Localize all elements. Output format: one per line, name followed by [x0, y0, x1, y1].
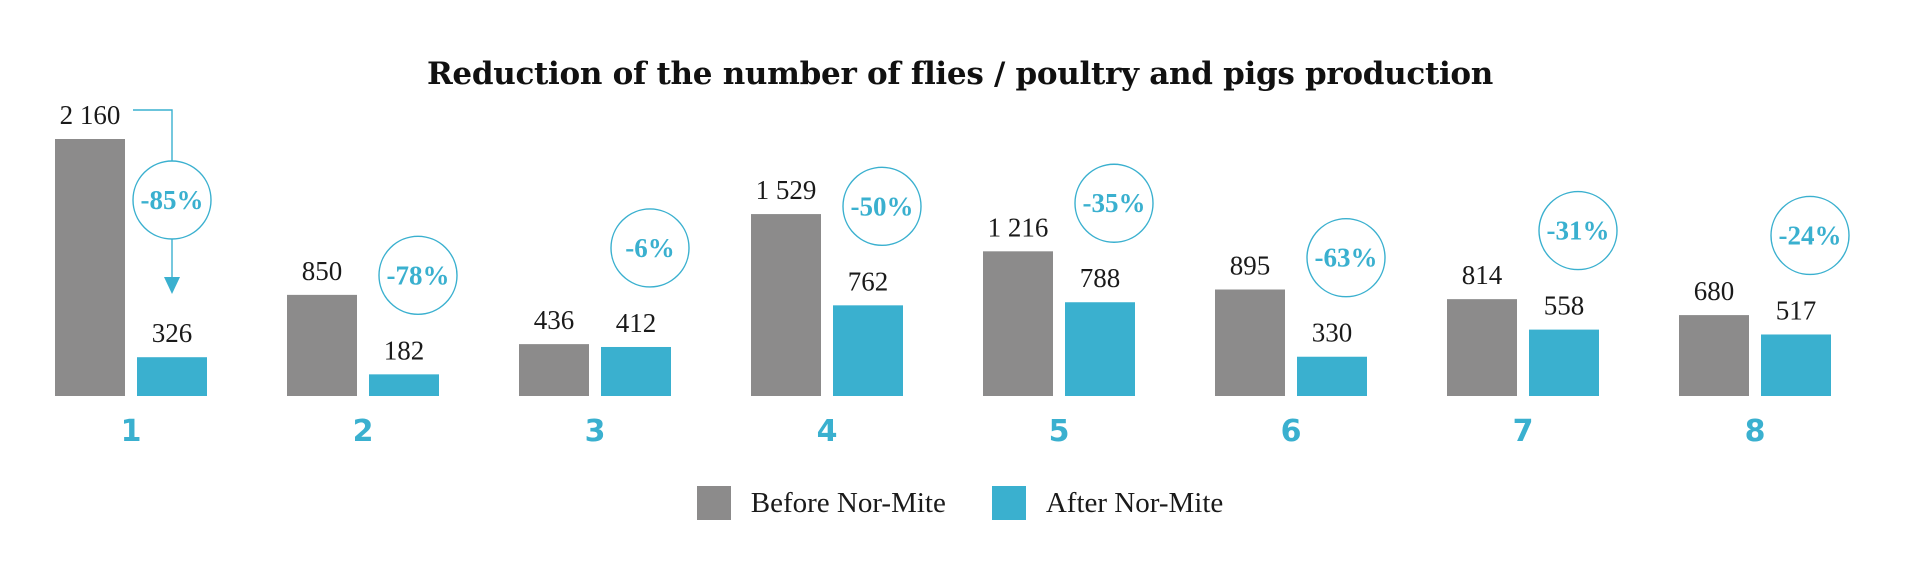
legend-label-before: Before Nor-Mite — [750, 486, 946, 519]
reduction-circle-4 — [842, 166, 922, 247]
arrow-head — [164, 277, 180, 294]
legend-swatch-after — [991, 486, 1026, 520]
data-label-before-4: 1 529 — [756, 175, 817, 205]
reduction-circle-5 — [1074, 163, 1154, 243]
bar-after-6 — [1297, 356, 1367, 396]
bar-before-8 — [1679, 315, 1749, 396]
legend-label-after: After Nor-Mite — [1045, 486, 1224, 519]
bar-after-5 — [1065, 302, 1135, 396]
bar-before-7 — [1447, 299, 1517, 396]
connector-line — [133, 109, 173, 161]
reduction-circle-6 — [1306, 218, 1386, 298]
bar-before-1 — [55, 139, 125, 396]
data-label-after-4: 762 — [848, 266, 889, 296]
category-label-3: 3 — [585, 414, 606, 449]
reduction-circle-2 — [378, 235, 458, 316]
data-label-before-6: 895 — [1230, 251, 1271, 281]
data-label-before-1: 2 160 — [60, 100, 121, 130]
data-label-before-5: 1 216 — [988, 212, 1049, 242]
data-label-before-7: 814 — [1462, 260, 1503, 290]
category-label-6: 6 — [1281, 414, 1302, 449]
data-label-after-2: 182 — [384, 335, 425, 365]
reduction-label-5: -35% — [1083, 188, 1146, 218]
bar-after-7 — [1529, 329, 1599, 396]
bar-before-5 — [983, 251, 1053, 396]
category-label-8: 8 — [1745, 414, 1766, 449]
category-label-2: 2 — [353, 414, 374, 449]
reduction-circle-8 — [1770, 195, 1850, 276]
reduction-label-8: -24% — [1779, 220, 1842, 250]
data-label-before-2: 850 — [302, 256, 343, 286]
category-label-4: 4 — [817, 414, 838, 449]
reduction-circle-7 — [1538, 190, 1618, 271]
legend: Before Nor-Mite After Nor-Mite — [0, 486, 1920, 520]
bar-after-2 — [369, 374, 439, 396]
bar-after-4 — [833, 305, 903, 396]
reduction-label-7: -31% — [1547, 216, 1610, 246]
bar-before-4 — [751, 214, 821, 396]
bar-before-2 — [287, 294, 357, 396]
reduction-label-1: -85% — [141, 185, 204, 215]
bar-after-3 — [601, 346, 671, 396]
reduction-label-6: -63% — [1315, 243, 1378, 273]
data-label-after-3: 412 — [616, 308, 657, 338]
reduction-circle-3 — [610, 208, 690, 288]
chart-title: Reduction of the number of flies / poult… — [426, 56, 1494, 92]
data-label-after-5: 788 — [1080, 263, 1121, 293]
bar-before-6 — [1215, 289, 1285, 396]
legend-item-before: Before Nor-Mite — [696, 486, 946, 520]
reduction-label-4: -50% — [851, 191, 914, 221]
bar-before-3 — [519, 344, 589, 396]
data-label-before-8: 680 — [1694, 276, 1735, 306]
bar-after-1 — [137, 357, 207, 396]
data-label-before-3: 436 — [534, 305, 575, 335]
category-label-5: 5 — [1049, 414, 1070, 449]
data-label-after-6: 330 — [1312, 318, 1353, 348]
bar-after-8 — [1761, 334, 1831, 396]
category-label-1: 1 — [121, 414, 142, 449]
legend-item-after: After Nor-Mite — [991, 486, 1224, 520]
data-label-after-8: 517 — [1776, 295, 1817, 325]
reduction-label-3: -6% — [625, 233, 675, 263]
data-label-after-1: 326 — [152, 318, 193, 348]
reduction-label-2: -78% — [387, 260, 450, 290]
category-label-7: 7 — [1513, 414, 1534, 449]
legend-swatch-before — [696, 486, 731, 520]
data-label-after-7: 558 — [1544, 291, 1585, 321]
